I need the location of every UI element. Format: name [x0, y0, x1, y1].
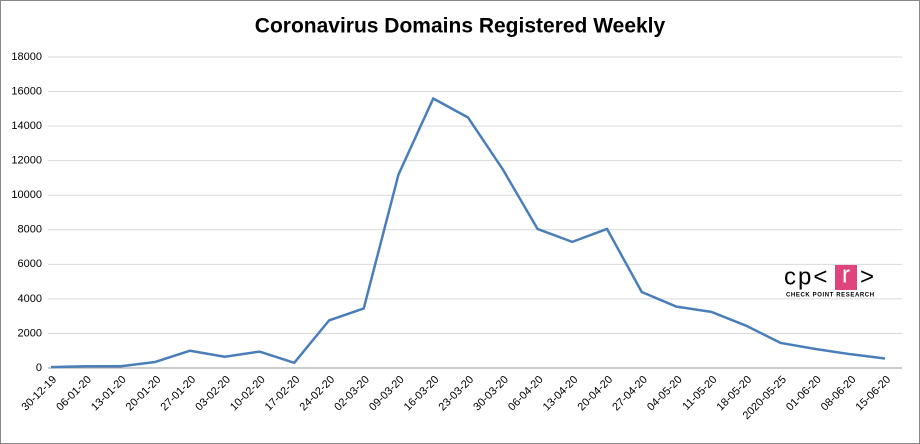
y-tick-label: 8000 [18, 224, 42, 236]
y-tick-label: 10000 [11, 189, 42, 201]
y-tick-label: 0 [36, 362, 42, 374]
y-tick-label: 4000 [18, 293, 42, 305]
y-tick-label: 18000 [11, 51, 42, 63]
y-tick-label: 6000 [18, 258, 42, 270]
y-tick-label: 16000 [11, 85, 42, 97]
logo-mark: r [842, 261, 850, 288]
y-tick-label: 2000 [18, 327, 42, 339]
logo-caption: CHECK POINT RESEARCH [786, 293, 875, 299]
chart-title: Coronavirus Domains Registered Weekly [255, 15, 666, 38]
y-tick-label: 12000 [11, 155, 42, 167]
logo: cp< r > CHECK POINT RESEARCH [784, 261, 875, 299]
logo-right: > [860, 263, 874, 290]
data-line [50, 97, 886, 369]
logo-left: cp< [784, 263, 829, 290]
logo-box [835, 265, 857, 290]
y-tick-label: 14000 [11, 120, 42, 132]
